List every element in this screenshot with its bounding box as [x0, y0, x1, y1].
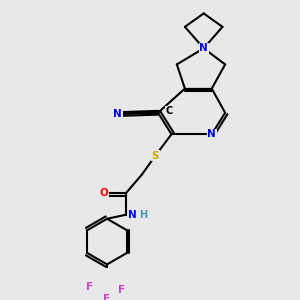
Text: F: F	[86, 282, 93, 292]
Text: F: F	[118, 285, 125, 295]
Text: N: N	[128, 210, 137, 220]
Text: N: N	[199, 43, 208, 53]
Text: C: C	[165, 106, 172, 116]
Text: N: N	[207, 129, 216, 139]
Text: H: H	[139, 210, 147, 220]
Text: O: O	[100, 188, 109, 198]
Text: N: N	[113, 109, 122, 119]
Text: S: S	[152, 151, 159, 161]
Text: F: F	[103, 294, 111, 300]
